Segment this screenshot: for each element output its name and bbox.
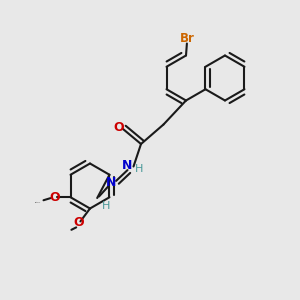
Text: O: O — [114, 121, 124, 134]
Text: Br: Br — [180, 32, 195, 46]
Text: methoxy: methoxy — [35, 202, 41, 203]
Text: H: H — [135, 164, 143, 175]
Text: O: O — [73, 216, 84, 229]
Text: H: H — [101, 201, 110, 212]
Text: N: N — [106, 176, 116, 190]
Text: N: N — [122, 159, 133, 172]
Text: O: O — [49, 191, 60, 204]
